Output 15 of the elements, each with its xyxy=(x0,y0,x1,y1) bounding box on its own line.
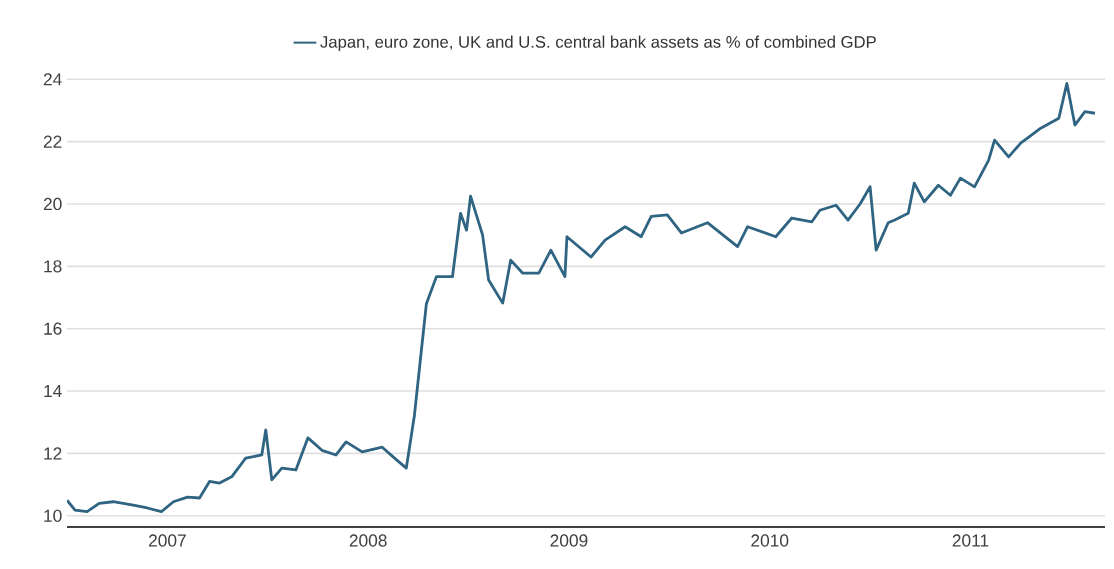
line-series xyxy=(67,81,1097,514)
y-tick-label: 22 xyxy=(43,135,62,148)
x-tick-label: 2008 xyxy=(349,534,387,547)
x-tick-label: 2010 xyxy=(751,534,789,547)
y-tick-label: 10 xyxy=(44,509,62,522)
y-tick-label: 24 xyxy=(43,73,62,86)
x-tick-label: 2009 xyxy=(550,534,588,547)
y-tick-label: 16 xyxy=(44,322,62,335)
x-tick-label: 2007 xyxy=(148,534,186,547)
y-tick-label: 20 xyxy=(43,197,62,211)
legend-label: Japan, euro zone, UK and U.S. central bank assets as % of combined GDP xyxy=(320,35,876,52)
y-tick-label: 12 xyxy=(44,447,62,460)
y-tick-label: 14 xyxy=(44,385,62,398)
y-tick-label: 18 xyxy=(44,260,62,273)
x-tick-label: 2011 xyxy=(952,534,989,547)
